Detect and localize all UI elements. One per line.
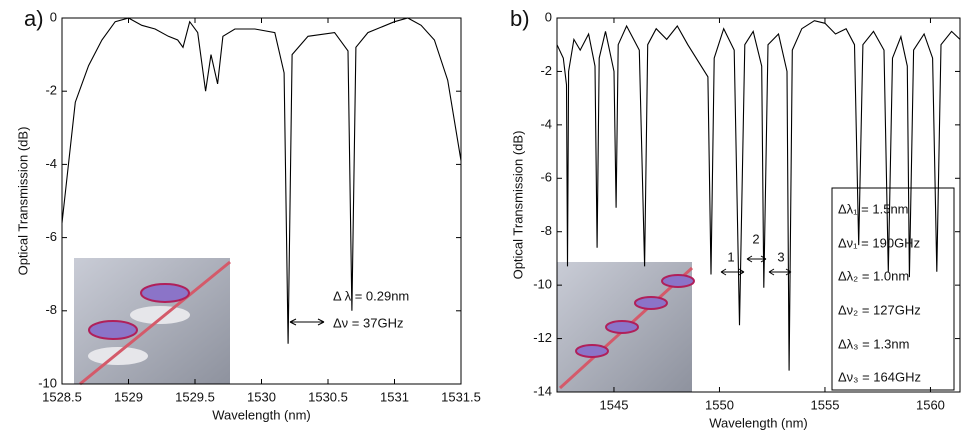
x-tick-label: 1550 — [705, 397, 734, 412]
y-tick-label: -12 — [533, 330, 552, 345]
y-tick-label: -4 — [45, 156, 57, 171]
x-tick-label: 1545 — [600, 397, 629, 412]
y-tick-label: -2 — [45, 83, 57, 98]
inset-image-a — [74, 258, 231, 386]
y-tick-label: 0 — [50, 9, 57, 24]
annotation: Δν₂ = 127GHz — [838, 302, 921, 317]
annotation: Δλ₁ = 1.5nm — [838, 201, 909, 216]
x-tick-label: 1555 — [811, 397, 840, 412]
x-tick-label: 1531 — [380, 389, 409, 404]
y-tick-label: -6 — [540, 170, 552, 185]
annotation: Δν₃ = 164GHz — [838, 369, 921, 384]
peak-label: 1 — [727, 249, 734, 264]
annotation: Δ λ = 0.29nm — [333, 288, 409, 303]
x-tick-label: 1530.5 — [308, 389, 348, 404]
inset-image-b — [557, 262, 695, 392]
panel-label: a) — [24, 6, 44, 31]
peak-label: 2 — [752, 231, 759, 246]
annotation: Δν₁ = 190GHz — [838, 235, 920, 250]
y-tick-label: -6 — [45, 229, 57, 244]
peak-label: 3 — [777, 249, 784, 264]
x-tick-label: 1531.5 — [441, 389, 481, 404]
y-tick-label: 0 — [545, 9, 552, 24]
arrows — [289, 255, 792, 326]
y-tick-label: -10 — [533, 277, 552, 292]
note-box — [831, 187, 955, 391]
x-tick-label: 1529.5 — [175, 389, 215, 404]
x-axis-label: Wavelength (nm) — [212, 407, 311, 422]
y-tick-label: -14 — [533, 383, 552, 398]
annotation: Δν = 37GHz — [333, 315, 403, 330]
annotation: Δλ₂ = 1.0nm — [838, 268, 909, 283]
plot-frame — [556, 17, 961, 393]
y-tick-label: -2 — [540, 63, 552, 78]
annotation: Δλ₃ = 1.3nm — [838, 336, 909, 351]
x-tick-label: 1528.5 — [42, 389, 82, 404]
spectrum-line — [556, 20, 961, 371]
y-tick-label: -8 — [45, 302, 57, 317]
y-tick-label: -8 — [540, 223, 552, 238]
y-axis-label: Optical Transmission (dB) — [15, 127, 30, 276]
panel-label: b) — [510, 6, 530, 31]
x-tick-label: 1530 — [247, 389, 276, 404]
x-tick-label: 1529 — [114, 389, 143, 404]
y-tick-label: -4 — [540, 116, 552, 131]
y-tick-label: -10 — [38, 375, 57, 390]
x-axis-label: Wavelength (nm) — [709, 415, 808, 430]
y-axis-label: Optical Transmission (dB) — [510, 131, 525, 280]
x-tick-label: 1560 — [916, 397, 945, 412]
spectrum-line — [61, 17, 462, 344]
